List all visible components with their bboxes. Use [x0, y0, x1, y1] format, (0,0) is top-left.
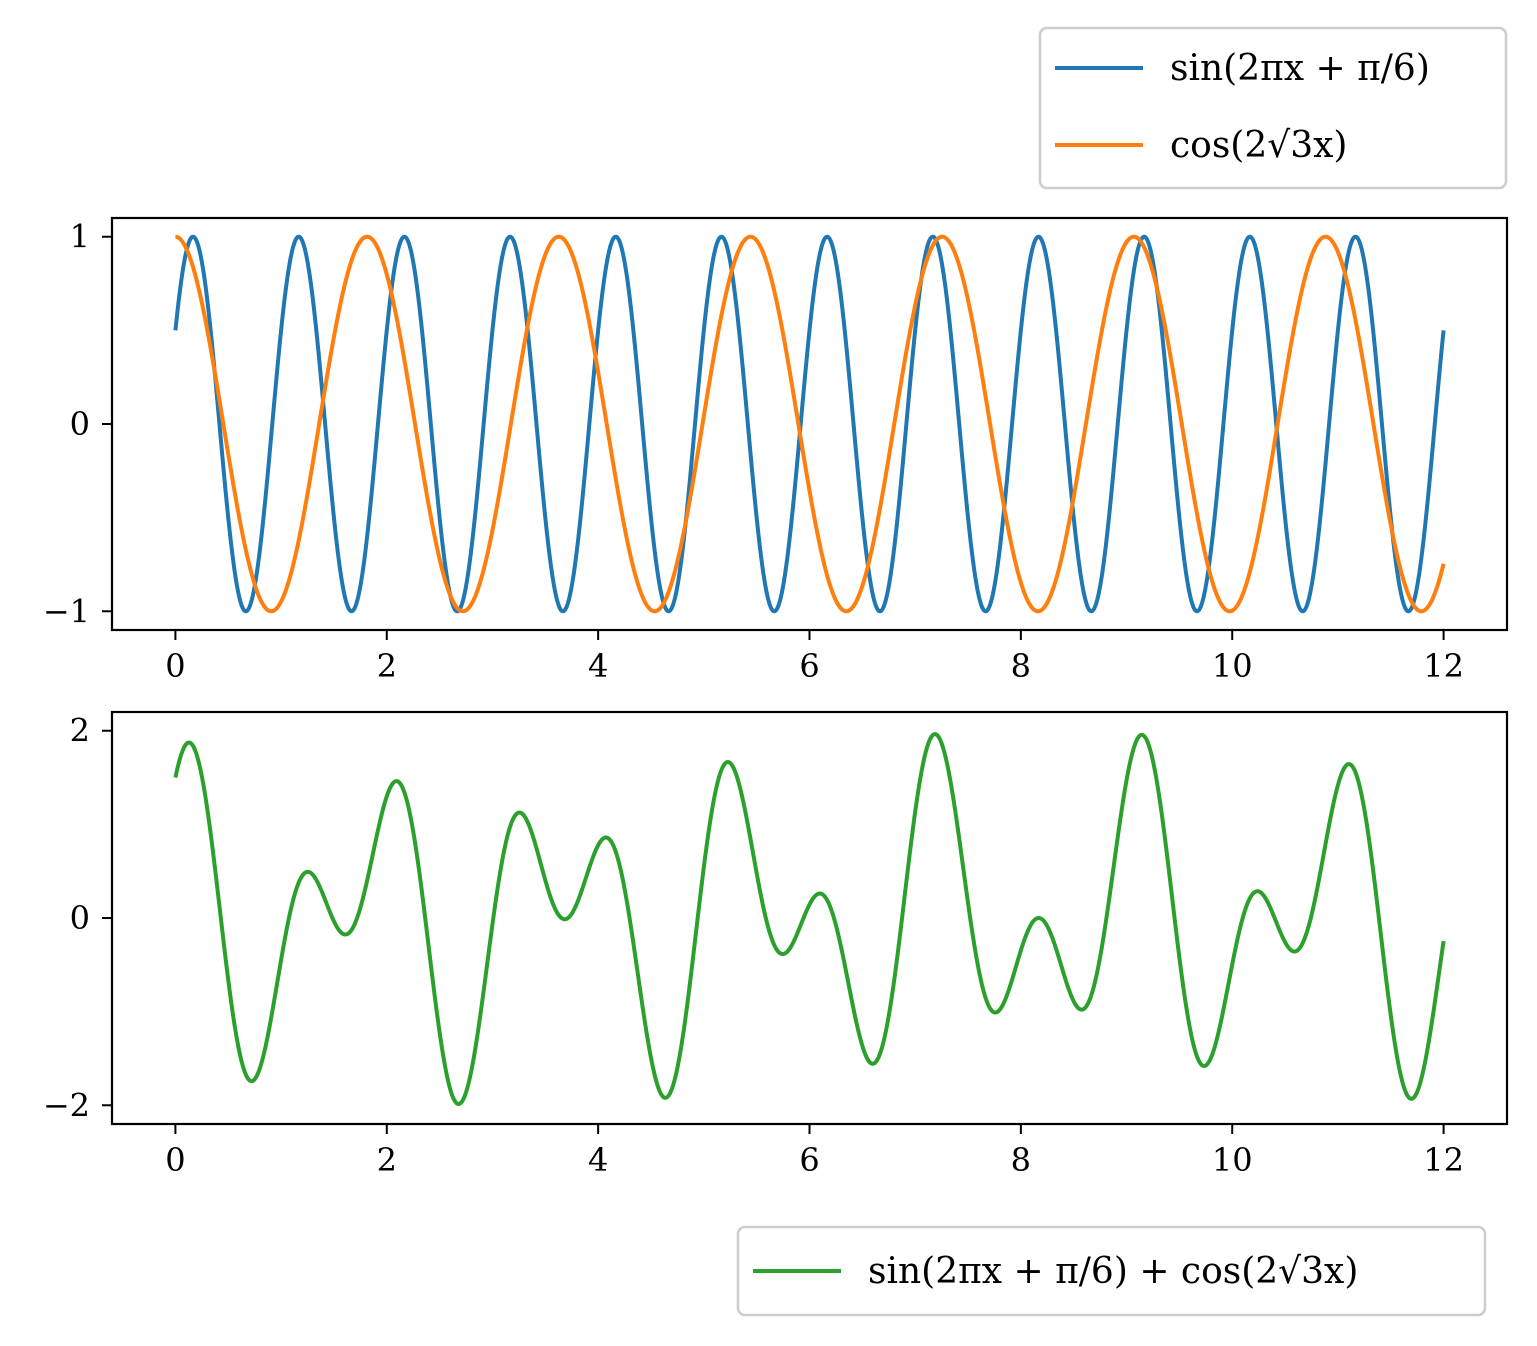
- top-xtick-label: 0: [165, 647, 185, 685]
- top-legend-box: [1038, 26, 1508, 190]
- top-xtick-label: 10: [1212, 647, 1253, 685]
- top-ytick-label: 0: [70, 405, 90, 443]
- bottom-xtick-label: 6: [799, 1141, 819, 1179]
- bottom-legend-box: [736, 1225, 1487, 1317]
- bottom-legend: sin(2πx + π/6) + cos(2√3x): [736, 1225, 1487, 1317]
- top-xtick-label: 12: [1423, 647, 1464, 685]
- bottom-series-group: [173, 732, 1446, 1107]
- bottom-axes-frame: [110, 710, 1509, 1126]
- bottom-ytick-label: −2: [43, 1086, 90, 1124]
- bottom-xtick-label: 0: [165, 1141, 185, 1179]
- bottom-xtick-label: 10: [1212, 1141, 1253, 1179]
- top-axes-frame: [110, 216, 1509, 632]
- top-xtick-label: 4: [588, 647, 608, 685]
- top-xtick-label: 6: [799, 647, 819, 685]
- bottom-xtick-label: 12: [1423, 1141, 1464, 1179]
- legend-label-sin: sin(2πx + π/6): [1170, 48, 1430, 89]
- top-ytick-label: 1: [70, 218, 90, 256]
- bottom-ytick-label: 0: [70, 899, 90, 937]
- top-axes: 0 2 4 6 8 10 12 −1 0 1: [43, 216, 1509, 685]
- bottom-xtick-label: 8: [1011, 1141, 1031, 1179]
- top-series-line-0: [173, 234, 1446, 614]
- legend-label-cos: cos(2√3x): [1170, 125, 1347, 166]
- top-series-group: [173, 234, 1446, 614]
- bottom-xtick-label: 4: [588, 1141, 608, 1179]
- top-xtick-label: 2: [377, 647, 397, 685]
- top-ytick-label: −1: [43, 592, 90, 630]
- bottom-xtick-label: 2: [377, 1141, 397, 1179]
- bottom-series-line-0: [173, 732, 1446, 1107]
- top-ticks-group: 0 2 4 6 8 10 12 −1 0 1: [43, 218, 1464, 685]
- bottom-axes: 0 2 4 6 8 10 12 −2 0 2: [43, 710, 1509, 1179]
- top-legend: sin(2πx + π/6) cos(2√3x): [1038, 26, 1508, 190]
- top-xtick-label: 8: [1011, 647, 1031, 685]
- bottom-ticks-group: 0 2 4 6 8 10 12 −2 0 2: [43, 712, 1464, 1179]
- bottom-ytick-label: 2: [70, 712, 90, 750]
- legend-label-sum: sin(2πx + π/6) + cos(2√3x): [868, 1251, 1358, 1292]
- top-series-line-1: [173, 234, 1446, 614]
